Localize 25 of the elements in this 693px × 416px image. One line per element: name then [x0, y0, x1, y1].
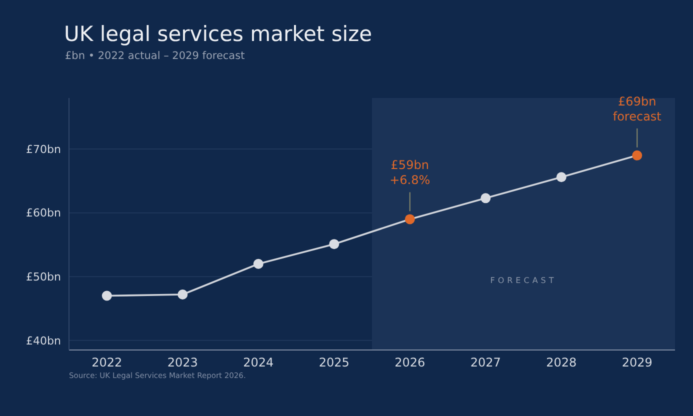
- point: [178, 289, 188, 300]
- y-tick-label: £50bn: [26, 270, 62, 284]
- x-tick-label: 2027: [470, 356, 501, 370]
- x-tick-label: 2022: [92, 356, 122, 370]
- point: [329, 239, 340, 250]
- y-tick-label: £70bn: [26, 142, 62, 156]
- x-tick-label: 2024: [243, 356, 274, 370]
- x-tick-label: 2026: [394, 356, 426, 370]
- annotation: £69bn forecast: [612, 94, 662, 124]
- y-tick-label: £60bn: [26, 206, 62, 220]
- chart-subtitle: £bn • 2022 actual – 2029 forecast: [65, 50, 245, 62]
- point: [632, 150, 642, 160]
- point: [253, 258, 264, 269]
- x-tick-label: 2025: [318, 356, 350, 370]
- point: [556, 172, 566, 182]
- point: [480, 193, 491, 204]
- x-tick-label: 2029: [622, 356, 652, 370]
- x-tick-label: 2023: [167, 356, 198, 370]
- point: [404, 214, 415, 224]
- x-tick-label: 2028: [546, 356, 577, 370]
- point: [102, 290, 112, 301]
- band-label: FORECAST: [490, 276, 557, 285]
- y-tick-label: £40bn: [26, 334, 62, 348]
- chart-title: UK legal services market size: [64, 22, 372, 46]
- annotation: £59bn +6.8%: [390, 158, 430, 188]
